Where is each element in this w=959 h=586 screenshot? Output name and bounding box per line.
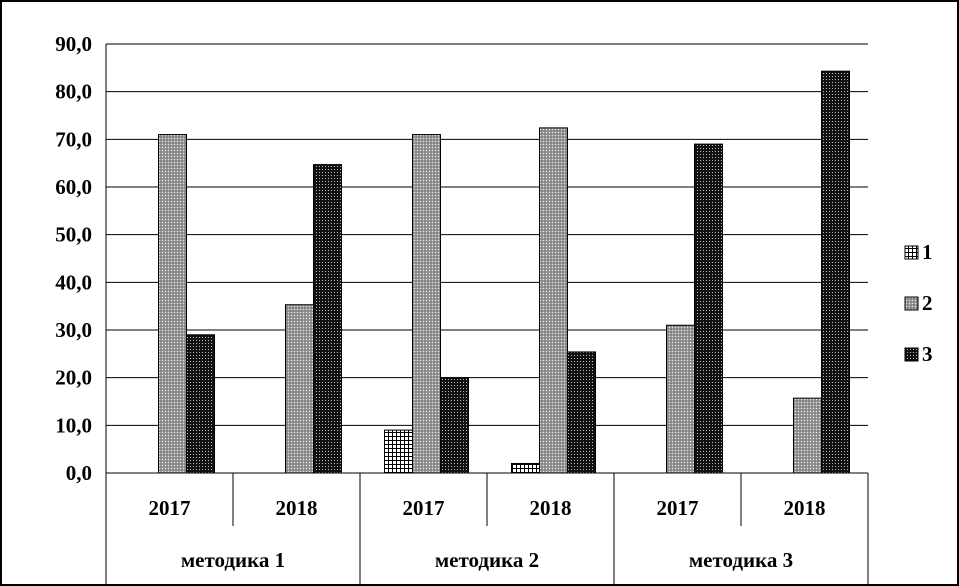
y-tick-label: 20,0 [55,366,92,390]
bar-series-3 [313,164,342,474]
bar-series-2 [539,127,568,474]
y-tick-label: 0,0 [66,461,92,485]
y-tick-label: 90,0 [55,32,92,56]
bar-series-1 [511,462,540,474]
bar-series-2 [412,134,441,474]
x-tick-label: 2018 [276,496,318,520]
bar-series-3 [567,351,596,474]
x-tick-label: 2017 [149,496,191,520]
bar-series-3 [821,70,850,474]
legend-label: 3 [922,342,933,366]
y-tick-label: 70,0 [55,127,92,151]
legend-label: 1 [922,240,933,264]
group-label: методика 2 [435,548,539,572]
y-tick-label: 30,0 [55,318,92,342]
bar-series-3 [440,377,469,474]
group-label: методика 1 [181,548,285,572]
bar-series-2 [793,397,822,474]
group-label: методика 3 [689,548,793,572]
x-tick-label: 2018 [784,496,826,520]
legend-swatch [904,245,919,260]
legend-swatch [904,347,919,362]
bar-series-1 [384,429,413,474]
y-tick-label: 40,0 [55,270,92,294]
bar-series-2 [666,324,695,474]
bar-series-3 [186,334,215,474]
legend-label: 2 [922,291,933,315]
y-tick-label: 80,0 [55,80,92,104]
x-tick-label: 2018 [530,496,572,520]
y-tick-label: 50,0 [55,223,92,247]
bar-series-2 [158,134,187,474]
bar-series-2 [285,304,314,474]
y-tick-label: 60,0 [55,175,92,199]
legend-swatch [904,296,919,311]
x-tick-label: 2017 [657,496,699,520]
y-tick-label: 10,0 [55,413,92,437]
x-tick-label: 2017 [403,496,445,520]
bar-series-3 [694,143,723,474]
